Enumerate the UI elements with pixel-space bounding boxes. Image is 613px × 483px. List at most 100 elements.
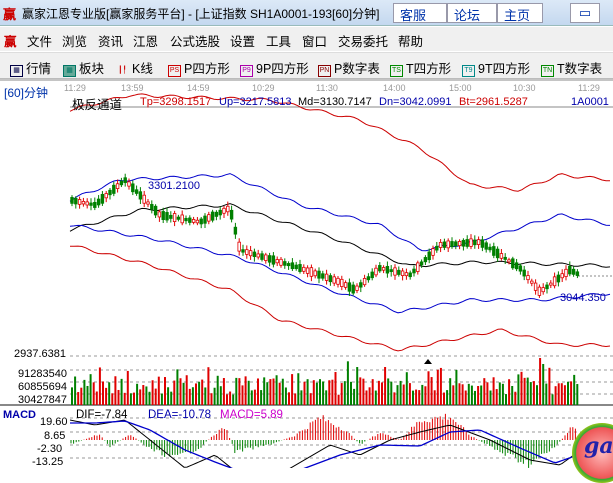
volume-bar [250,390,253,405]
volume-bar [455,369,458,405]
candle [442,241,447,248]
volume-bar [263,377,266,405]
volume-bar [145,386,148,405]
volume-bar [216,375,219,405]
candle [522,269,526,277]
volume-bar [74,376,77,405]
dn-value: Dn=3042.0991 [379,96,452,108]
volume-bar [570,381,573,405]
volume-bar [334,372,337,405]
volume-bar [377,380,380,405]
volume-bar [306,379,309,405]
volume-bar [424,386,427,405]
volume-bar [421,384,424,405]
candle [279,258,283,266]
volume-bar [275,375,278,405]
menu-gann[interactable]: 江恩 [133,35,159,49]
menu-formula[interactable]: 公式选股 [170,35,221,49]
9p-square-button[interactable]: P9 9P四方形 [240,58,309,77]
candle [123,177,127,184]
volume-axis-label: 30427847 [18,394,67,406]
volume-bar [501,383,504,405]
menu-window[interactable]: 窗口 [302,35,328,49]
candle [484,242,488,250]
window-title: 赢家江恩专业版[赢家服务平台] - [上证指数 SH1A0001-193[60]… [22,7,380,21]
9t-square-button[interactable]: T9 9T四方形 [462,58,530,77]
volume-bar [340,383,343,405]
volume-bar [185,375,188,405]
time-label: 13:59 [121,83,144,93]
candle [465,239,469,247]
t-square-button[interactable]: TS T四方形 [390,58,451,77]
menu-browse[interactable]: 浏览 [62,35,88,49]
period-label[interactable]: [60]分钟 [4,86,49,100]
sectors-button[interactable]: ▦ 板块 [63,58,104,77]
menu-trade[interactable]: 交易委托 [338,35,389,49]
volume-bar [427,371,430,405]
customer-service-button[interactable]: 客服 [393,3,447,23]
candle [450,241,454,248]
candle [476,239,481,245]
candle [347,282,352,292]
candle [503,256,507,260]
menu-tools[interactable]: 工具 [266,35,292,49]
volume-bar [241,385,244,405]
volume-bar [353,388,356,405]
candle [530,280,534,284]
p-square-button[interactable]: PS P四方形 [168,62,230,77]
menu-settings[interactable]: 设置 [230,35,256,49]
tp-value: Tp=3298.1517 [140,96,212,108]
indicator-name: 极反通道 [72,98,123,112]
candle [283,261,287,266]
volume-bar [433,390,436,405]
quotes-button[interactable]: ▦ 行情 [10,58,51,77]
candle [568,265,572,275]
menu-logo: 赢 [4,35,17,49]
volume-bar [226,394,228,405]
candle [507,259,511,263]
volume-bar [381,382,383,405]
volume-bar [412,390,414,405]
homepage-button[interactable]: 主页 [497,3,543,23]
volume-bar [350,381,352,405]
volume-bar [529,382,532,405]
candle [473,239,477,246]
volume-bar [498,382,501,405]
candle [533,282,538,291]
macd-axis-label: 8.65 [44,430,66,442]
p-number-table-button[interactable]: PN P数字表 [318,62,380,77]
menu-news[interactable]: 资讯 [98,35,124,49]
volume-bar [567,381,569,405]
candle [146,201,150,205]
candle [153,205,158,216]
volume-bar [517,374,520,405]
volume-bar [560,383,563,405]
minimize-button[interactable]: ▭ [570,3,600,23]
time-label: 14:59 [187,83,210,93]
volume-bar [449,378,452,405]
candle [89,202,93,206]
volume-bar [219,386,222,405]
volume-bar [399,380,402,405]
candle [93,202,97,208]
forum-button[interactable]: 论坛 [447,3,497,23]
candle [423,257,428,263]
volume-bar [346,361,349,405]
t-number-table-button[interactable]: TN T数字表 [541,62,603,77]
menu-help[interactable]: 帮助 [398,35,424,49]
macd-axis-label: -13.25 [32,456,64,468]
candle [302,266,306,272]
chart-canvas[interactable] [0,0,613,468]
volume-bar [198,381,201,405]
volume-bar [71,387,73,405]
candle [313,270,317,277]
volume-bar [151,380,154,405]
volume-bar [536,385,538,405]
volume-bar [452,385,455,405]
kline-button[interactable]: ┃╿ K线 [116,58,153,78]
candle [359,282,363,288]
candle [260,253,264,260]
menu-file[interactable]: 文件 [27,35,53,49]
md-line [69,203,611,268]
candle [264,254,268,261]
